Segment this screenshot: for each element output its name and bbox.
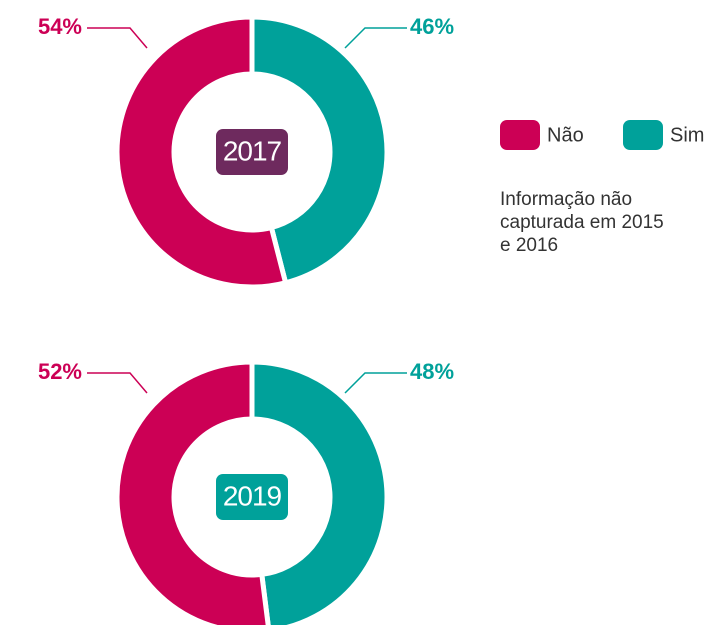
donut-segment <box>249 14 390 286</box>
title-box <box>216 474 288 520</box>
legend-label: Não <box>547 124 584 146</box>
title-box <box>216 129 288 175</box>
legend-swatch <box>500 120 540 150</box>
legend-swatch <box>623 120 663 150</box>
leader-line <box>87 372 148 394</box>
value-label: 48% <box>410 359 454 384</box>
leader-line <box>344 27 407 49</box>
value-label: 52% <box>38 359 82 384</box>
donut-segment <box>114 359 271 625</box>
annotation: Informação não capturada em 2015 e 2016 <box>500 189 664 256</box>
leader-line <box>87 27 148 49</box>
value-label: 54% <box>38 14 82 39</box>
chart-title: 2019 <box>223 480 282 511</box>
chart-title: 2017 <box>223 135 282 166</box>
value-label: 46% <box>410 14 454 39</box>
donut-segment <box>114 14 289 290</box>
leader-line <box>344 372 407 394</box>
legend-label: Sim <box>670 124 704 146</box>
donut-segment <box>249 359 390 625</box>
